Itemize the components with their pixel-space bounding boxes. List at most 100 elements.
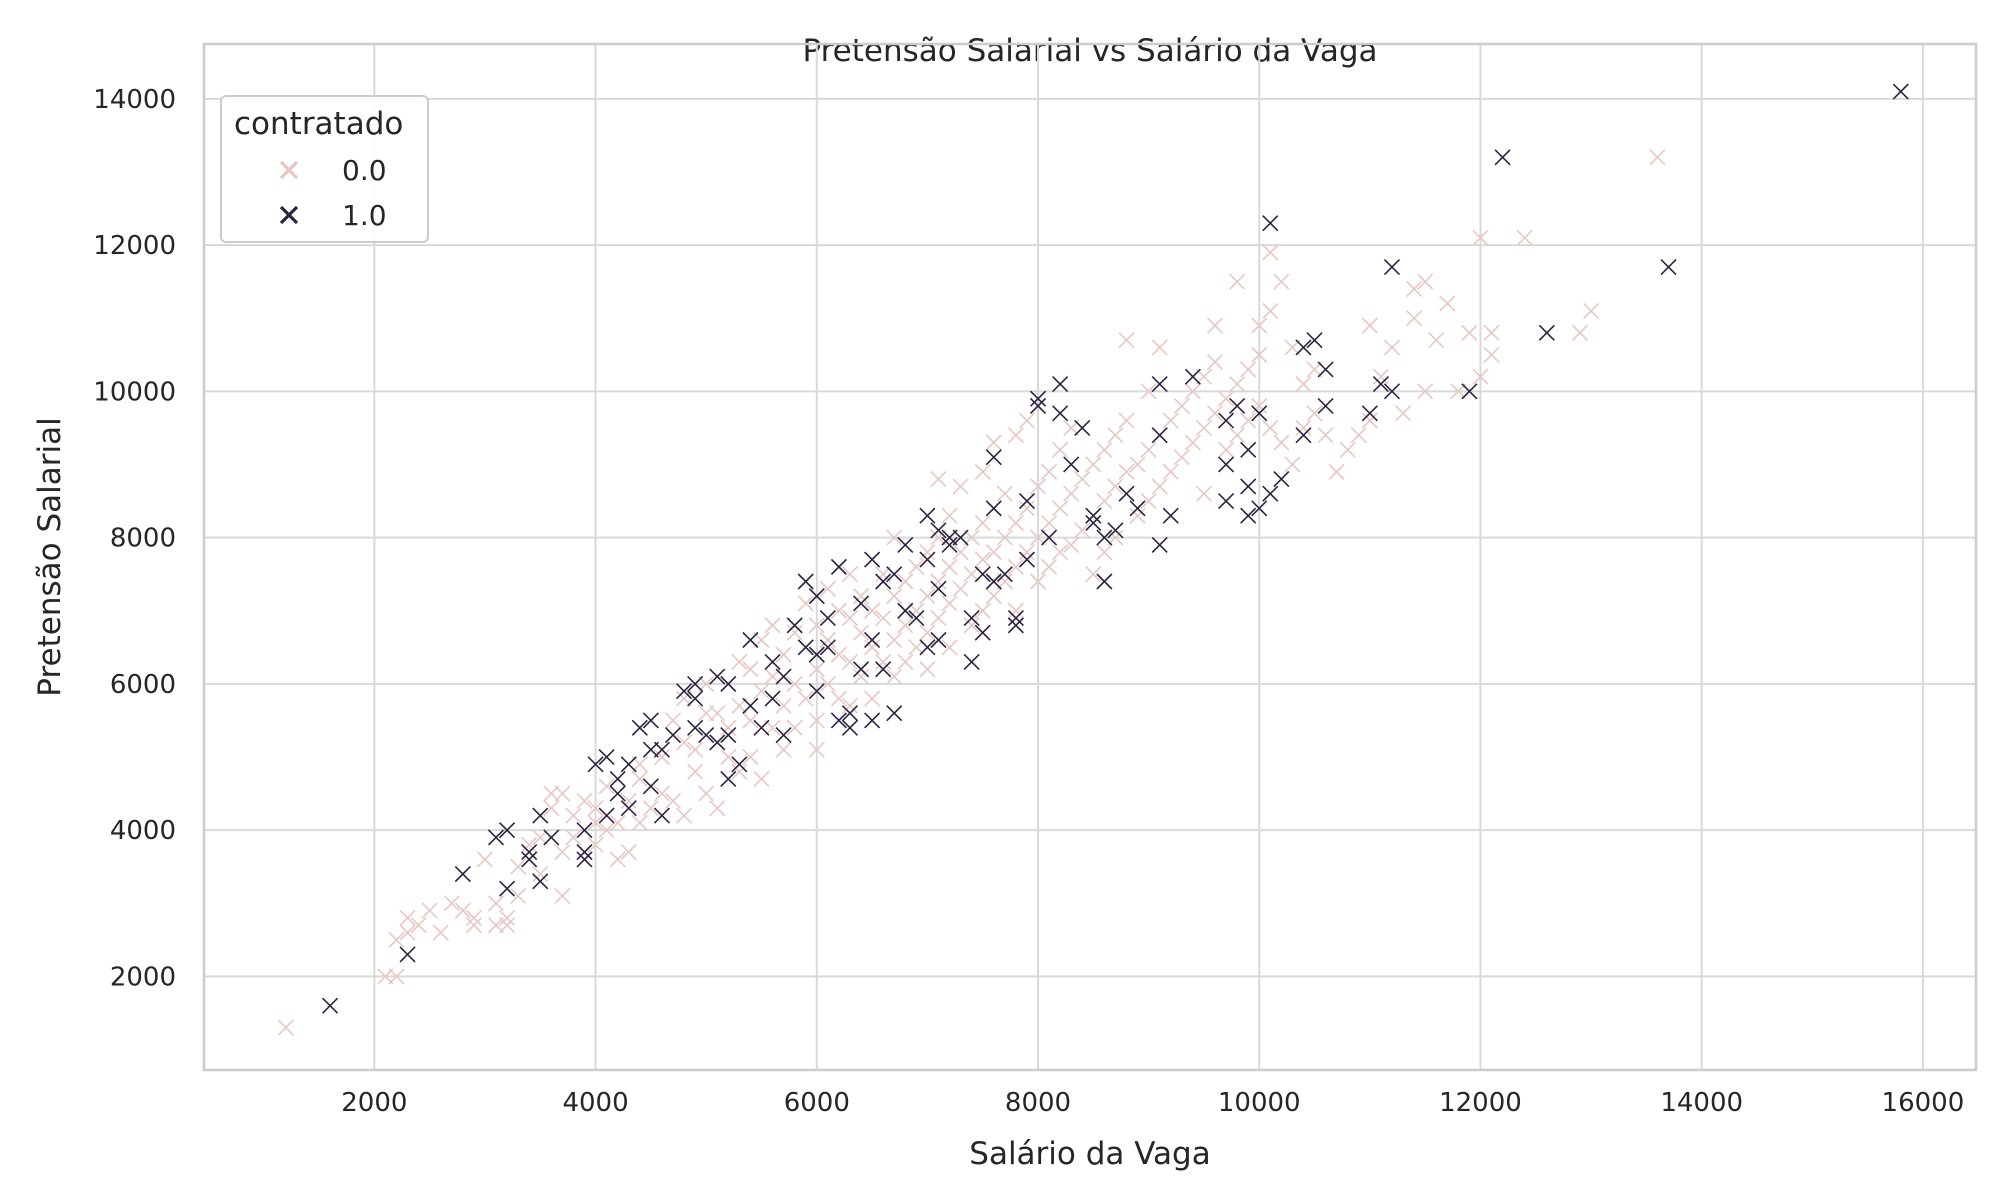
data-point [1251,346,1268,363]
data-point [1074,419,1091,436]
y-tick-label: 12000 [93,231,176,261]
data-point [1461,324,1478,341]
plot-frame [202,42,1978,1072]
data-point [532,865,549,883]
data-point [1472,229,1489,246]
data-point [775,741,792,758]
data-point [786,624,803,641]
data-point [1018,544,1036,561]
data-point [742,631,759,649]
data-point [1173,449,1190,466]
data-point [587,836,604,853]
data-point [1583,302,1600,319]
data-point [753,683,770,700]
data-point [709,800,726,817]
data-point [487,895,505,912]
data-point [1085,507,1102,524]
data-point [565,807,582,824]
data-point [852,661,870,678]
data-point [598,748,615,766]
x-axis-title: Salário da Vaga [969,1136,1210,1172]
data-point [642,778,659,795]
data-point [974,624,991,641]
data-point [852,595,870,612]
data-point [1217,492,1235,510]
data-point [609,814,626,831]
data-point [1173,397,1190,415]
data-point [1472,368,1489,385]
data-point [1317,361,1334,378]
data-point [852,624,870,641]
data-point [919,507,936,524]
data-point [1240,412,1257,429]
data-point [698,727,715,744]
data-point [974,514,991,532]
data-point [443,895,460,912]
data-point [554,785,571,802]
data-point [985,434,1002,451]
data-point [1206,354,1224,371]
data-point [952,478,969,495]
data-point [1151,375,1168,393]
data-point [897,653,914,671]
data-point [830,558,847,575]
data-point [1118,485,1135,502]
data-point [897,573,914,590]
data-point [753,719,770,736]
data-point [1162,507,1179,524]
data-point [1892,83,1909,100]
data-point [841,719,859,736]
data-point [841,653,859,671]
y-tick-label: 8000 [110,524,176,554]
data-point [609,785,626,802]
data-point [432,924,449,941]
data-point [742,748,759,766]
data-point [1406,280,1423,298]
data-point [808,683,825,700]
data-point [687,719,704,736]
data-point [631,814,648,831]
data-point [1107,522,1124,539]
data-point [1052,500,1069,517]
data-point [532,873,549,890]
data-point [1273,434,1290,451]
chart-title: Pretensão Salarial vs Salário da Vaga [802,33,1377,69]
data-point [819,609,836,627]
data-point [510,858,527,875]
data-point [1295,419,1312,436]
data-point [1229,397,1246,415]
data-point [963,653,980,671]
data-point [1660,258,1677,276]
data-point [930,471,947,488]
series-1-0 [322,83,1909,1014]
data-point [543,829,560,846]
data-point [985,449,1002,466]
data-point [1273,471,1290,488]
data-point [1085,456,1102,473]
data-point [786,675,803,692]
data-point [808,741,825,758]
legend-marker [279,205,299,225]
data-point [587,800,604,817]
data-point [864,712,881,729]
y-tick-label: 4000 [110,816,176,846]
data-point [1251,317,1268,334]
data-point [841,566,859,583]
data-point [941,595,958,612]
data-point [974,566,991,583]
data-point [687,741,704,758]
data-point [1052,375,1069,393]
data-point [1151,478,1168,495]
data-point [996,485,1013,502]
data-point [687,763,704,780]
data-points [277,83,1909,1036]
data-point [786,617,803,634]
data-point [1007,602,1024,619]
data-point [322,997,339,1014]
data-point [775,668,792,685]
data-point [576,844,593,861]
data-point [687,675,704,692]
data-point [919,639,936,656]
data-point [1063,456,1080,473]
